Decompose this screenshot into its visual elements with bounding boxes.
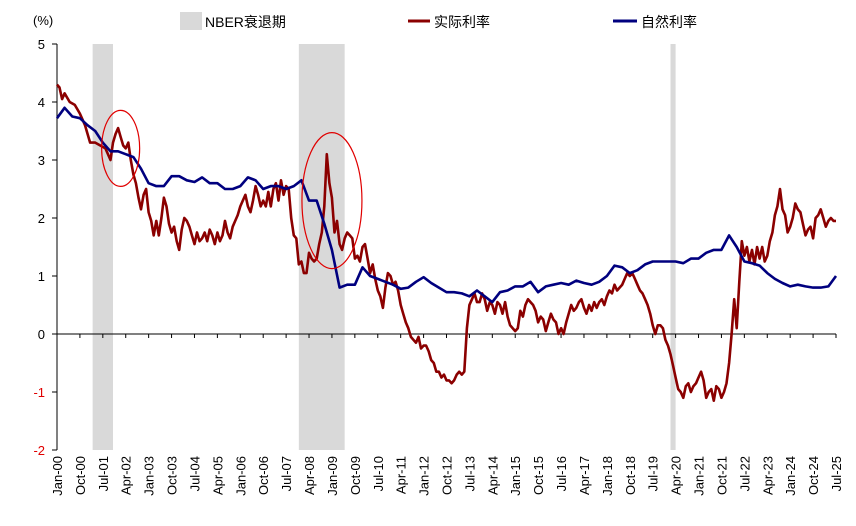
x-tick-label: Apr-20 <box>669 456 684 495</box>
highlight-circles <box>101 109 363 270</box>
x-tick-label: Jul-10 <box>371 456 386 491</box>
legend-recession-swatch <box>180 12 202 30</box>
highlight-circle-1 <box>101 109 141 187</box>
recession-band-1 <box>92 44 114 450</box>
x-tick-label: Jan-06 <box>233 456 248 496</box>
x-tick-label: Jan-15 <box>508 456 523 496</box>
y-tick-label: -1 <box>33 385 45 400</box>
x-tick-label: Apr-23 <box>760 456 775 495</box>
x-tick-label: Oct-12 <box>440 456 455 495</box>
x-tick-label: Jul-22 <box>737 456 752 491</box>
legend-recession-label: NBER衰退期 <box>205 14 286 30</box>
y-tick-label: 2 <box>38 211 45 226</box>
x-tick-label: Oct-18 <box>623 456 638 495</box>
y-tick-label: 4 <box>38 95 45 110</box>
x-tick-label: Apr-02 <box>119 456 134 495</box>
legend-natural-rate-label: 自然利率 <box>641 14 697 30</box>
x-tick-label: Jan-03 <box>142 456 157 496</box>
y-tick-label: 0 <box>38 327 45 342</box>
unit-label: (%) <box>33 13 53 28</box>
series-lines <box>55 83 838 402</box>
x-tick-label: Jul-07 <box>279 456 294 491</box>
y-tick-label: 5 <box>38 37 45 52</box>
x-tick-label: Jul-19 <box>646 456 661 491</box>
x-tick-label: Jan-00 <box>50 456 65 496</box>
x-tick-label: Oct-00 <box>73 456 88 495</box>
series-line-real-rate <box>56 83 836 402</box>
x-tick-label: Jul-13 <box>462 456 477 491</box>
x-tick-label: Oct-15 <box>531 456 546 495</box>
x-tick-label: Jan-09 <box>325 456 340 496</box>
x-tick-label: Apr-05 <box>210 456 225 495</box>
recession-bands <box>92 44 676 450</box>
x-tick-label: Apr-14 <box>485 456 500 495</box>
recession-band-3 <box>670 44 676 450</box>
x-tick-labels: Jan-00 Oct-00 Jul-01 Apr-02 Jan-03 Oct-03 Jul-… <box>50 456 844 496</box>
recession-band-2 <box>298 44 345 450</box>
x-tick-label: Apr-08 <box>302 456 317 495</box>
x-tick-label: Oct-06 <box>256 456 271 495</box>
series-line-natural-rate <box>55 106 838 304</box>
highlight-circle-2 <box>301 132 363 270</box>
x-tick-label: Jul-16 <box>554 456 569 491</box>
x-tick-label: Jul-01 <box>96 456 111 491</box>
y-tick-label: 1 <box>38 269 45 284</box>
legend-real-rate-label: 实际利率 <box>434 14 490 30</box>
x-tick-label: Jul-25 <box>829 456 844 491</box>
x-tick-label: Oct-24 <box>806 456 821 495</box>
y-tick-label: 3 <box>38 153 45 168</box>
y-tick-labels: -2 -1 0 1 2 3 4 5 <box>33 37 45 458</box>
x-tick-label: Apr-17 <box>577 456 592 495</box>
x-tick-label: Oct-21 <box>714 456 729 495</box>
x-tick-label: Oct-09 <box>348 456 363 495</box>
y-tick-label: -2 <box>33 443 45 458</box>
x-tick-label: Jan-18 <box>600 456 615 496</box>
x-tick-label: Jan-24 <box>783 456 798 496</box>
axes <box>52 43 837 451</box>
x-tick-label: Oct-03 <box>165 456 180 495</box>
x-tick-label: Jan-12 <box>417 456 432 496</box>
x-tick-label: Apr-11 <box>394 456 409 494</box>
x-tick-label: Jul-04 <box>187 456 202 491</box>
x-tick-label: Jan-21 <box>692 456 707 496</box>
legend: NBER衰退期 实际利率 自然利率 <box>180 12 697 30</box>
